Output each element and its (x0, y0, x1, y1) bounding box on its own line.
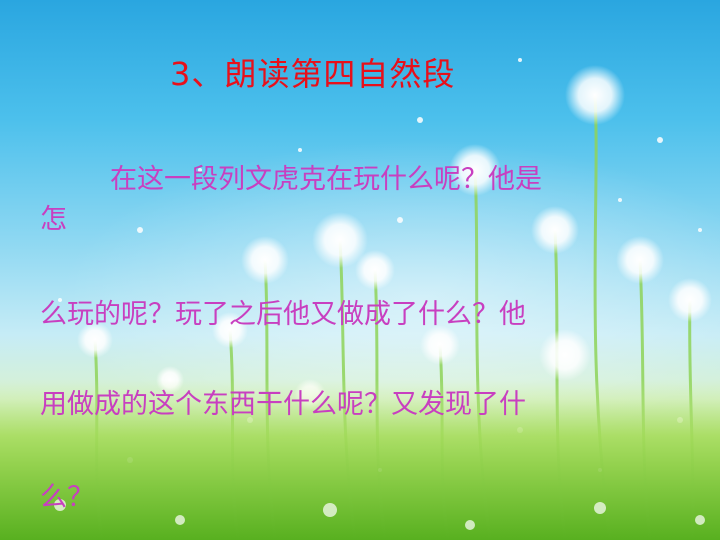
paragraph-line: 怎 (40, 204, 67, 235)
paragraph-line: 么玩的呢？玩了之后他又做成了什么？他 (40, 299, 526, 330)
paragraph-line: 么？ (40, 482, 94, 513)
paragraph-line: 在这一段列文虎克在玩什么呢？他是 (110, 164, 542, 195)
paragraph-line: 用做成的这个东西干什么呢？又发现了什 (40, 389, 526, 420)
slide-title: 3、朗读第四自然段 (170, 55, 456, 93)
